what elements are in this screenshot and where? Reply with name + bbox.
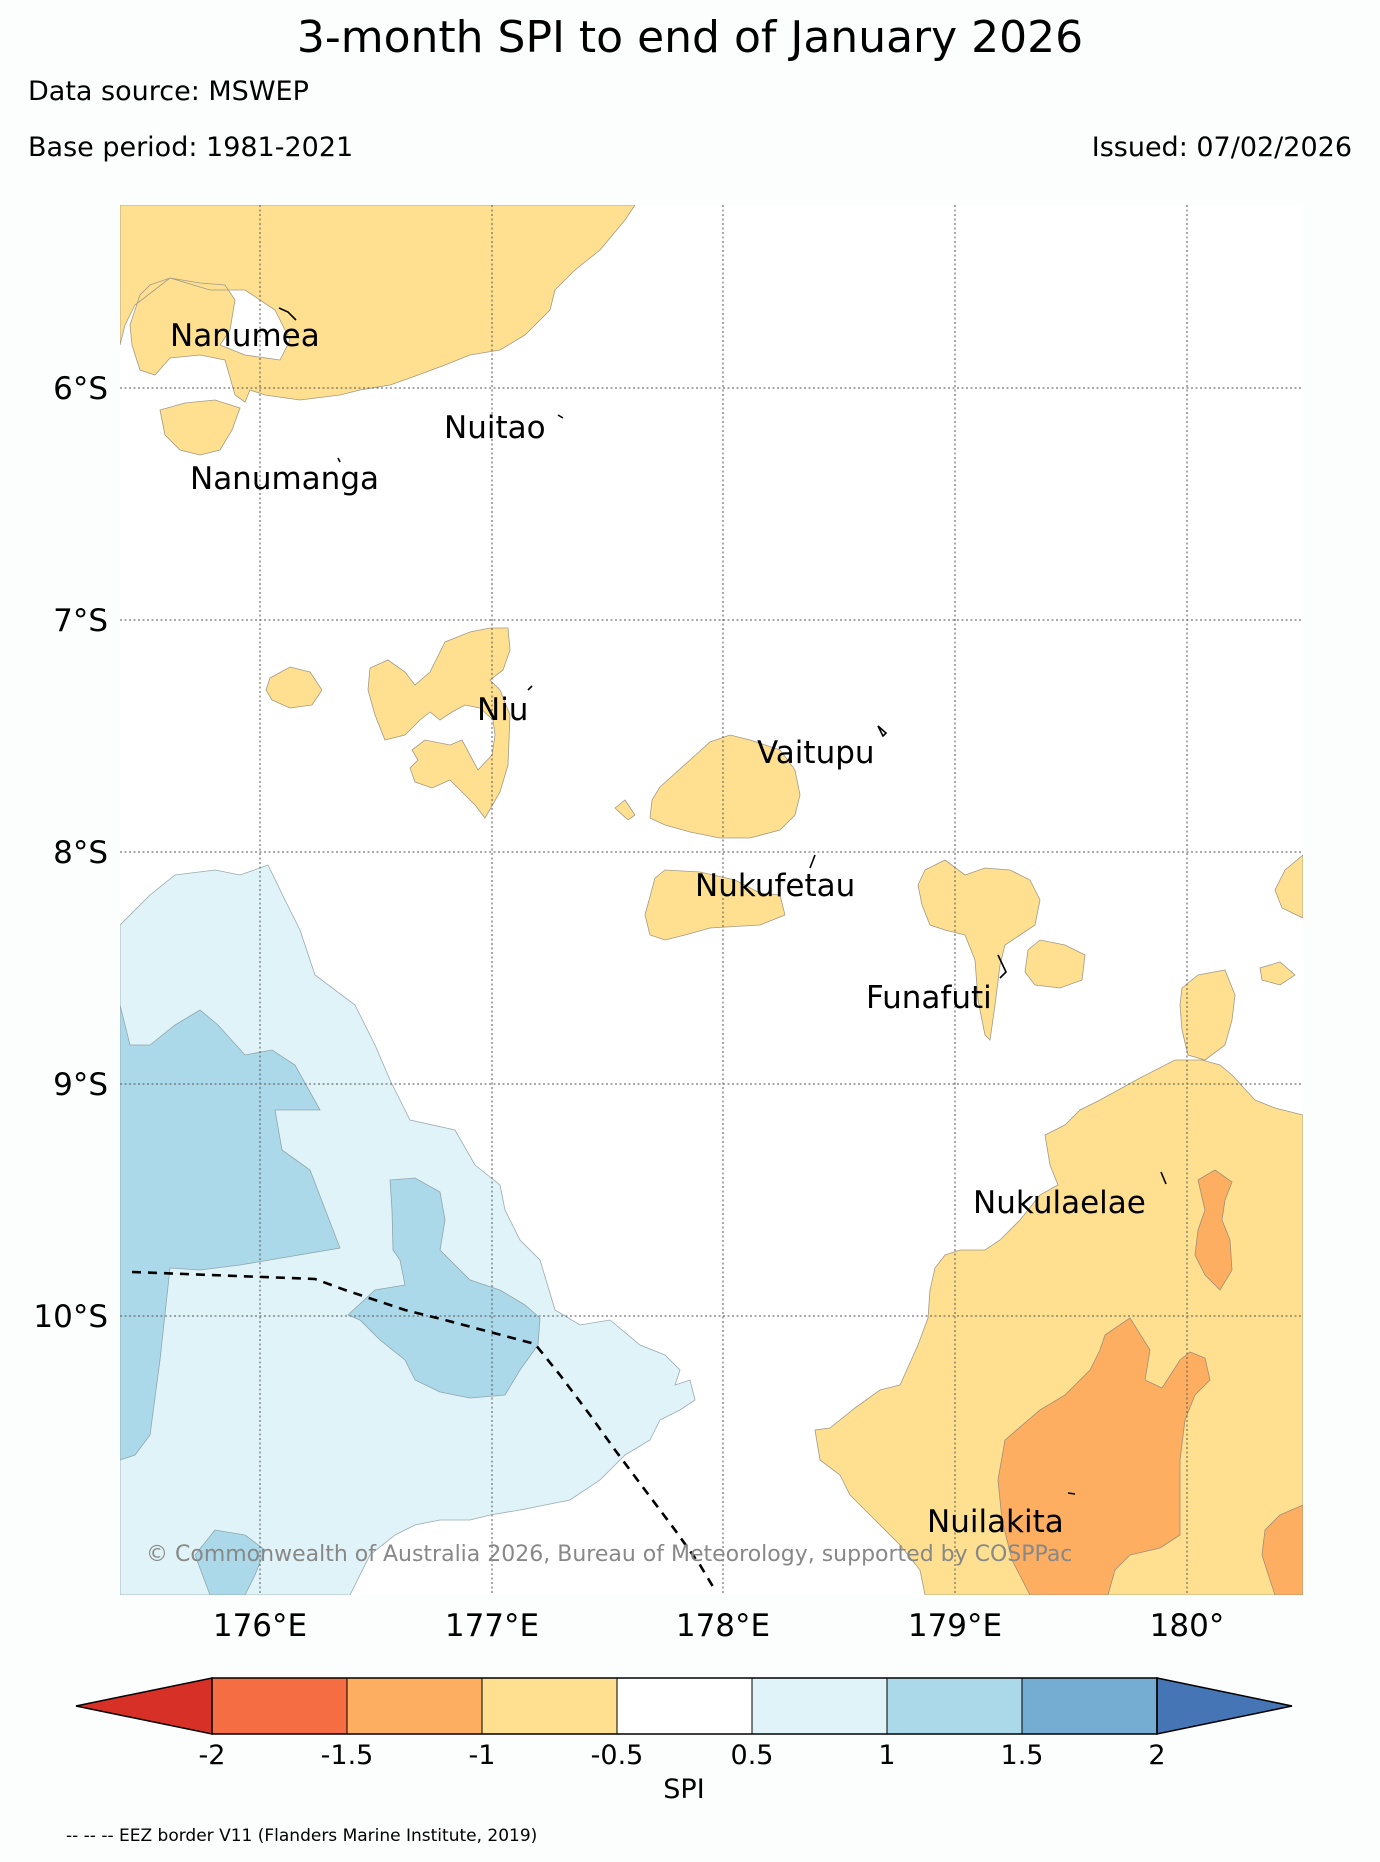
contour-dry-niu (367, 627, 511, 819)
colorbar-extend-low (75, 1677, 213, 1735)
island-nanumanga-mark (337, 457, 341, 463)
contour-wet-medium-central (347, 1177, 541, 1399)
island-vaitupu-mark (877, 725, 888, 738)
lon-label-180: 180° (1150, 1608, 1225, 1644)
colorbar-bin-3 (481, 1677, 618, 1735)
lat-label-8s: 8°S (53, 835, 108, 871)
colorbar-bin-1 (211, 1677, 348, 1735)
contour-dry-south-east (814, 1059, 1303, 1595)
contour-wet-medium-south (194, 1529, 266, 1595)
contour-dry-nanumanga (159, 399, 241, 456)
lat-label-7s: 7°S (53, 603, 108, 639)
contour-dry-east-blob (1179, 969, 1236, 1061)
colorbar (75, 1677, 1293, 1735)
eez-footnote: -- -- -- EEZ border V11 (Flanders Marine… (66, 1826, 538, 1846)
copyright-notice: © Commonwealth of Australia 2026, Bureau… (146, 1542, 1072, 1567)
island-nukufetau-mark (809, 854, 816, 869)
colorbar-extend-high (1156, 1677, 1293, 1735)
place-label-nuilakita: Nuilakita (927, 1504, 1064, 1540)
colorbar-ticks: -2 -1.5 -1 -0.5 0.5 1 1.5 2 (199, 1740, 1166, 1771)
contour-wet-medium-west (120, 1004, 341, 1461)
place-label-nuitao: Nuitao (444, 410, 546, 446)
colorbar-tick: -1 (469, 1740, 496, 1771)
place-label-nukufetau: Nukufetau (695, 868, 855, 904)
issued-date-label: Issued: 07/02/2026 (1091, 132, 1352, 163)
contour-dry-small-east (1259, 961, 1296, 986)
colorbar-bin-2 (346, 1677, 483, 1735)
base-period-label: Base period: 1981-2021 (28, 132, 354, 163)
colorbar-tick: 1 (878, 1740, 895, 1771)
colorbar-tick: -1.5 (321, 1740, 374, 1771)
colorbar-tick: -2 (199, 1740, 226, 1771)
latitude-labels: 6°S 7°S 8°S 9°S 10°S (33, 371, 108, 1335)
colorbar-tick: -0.5 (591, 1740, 644, 1771)
contour-dry-small-west (265, 666, 323, 709)
lat-label-6s: 6°S (53, 371, 108, 407)
lon-label-179: 179°E (908, 1608, 1002, 1644)
colorbar-tick: 2 (1148, 1740, 1165, 1771)
island-nuitao-mark (557, 414, 564, 419)
contour-moderate-dry-south (997, 1317, 1211, 1595)
colorbar-bin-4 (616, 1677, 753, 1735)
place-label-nanumea: Nanumea (170, 318, 320, 354)
island-niu-mark (527, 685, 533, 691)
spi-contours (120, 205, 1303, 1595)
contour-dry-north (120, 205, 636, 403)
colorbar-tick: 0.5 (731, 1740, 774, 1771)
lon-label-177: 177°E (445, 1608, 539, 1644)
contour-dry-nukufetau (644, 869, 786, 941)
contour-dry-vaitupu (614, 799, 636, 821)
colorbar-bin-6 (886, 1677, 1023, 1735)
place-label-niu: Niu (477, 692, 528, 728)
contour-moderate-dry-east (1194, 1169, 1233, 1291)
island-nuilakita-mark (1067, 1492, 1076, 1495)
longitude-labels: 176°E 177°E 178°E 179°E 180° (213, 1608, 1224, 1644)
place-label-vaitupu: Vaitupu (757, 735, 875, 771)
colorbar-label: SPI (663, 1774, 704, 1805)
contour-dry-funafuti-east (1024, 939, 1086, 989)
eez-border (131, 1270, 717, 1591)
data-source-label: Data source: MSWEP (28, 76, 309, 107)
map-title: 3-month SPI to end of January 2026 (296, 12, 1084, 63)
island-funafuti-mark (997, 954, 1007, 979)
lat-label-10s: 10°S (33, 1299, 108, 1335)
island-nukulaelae-mark (1160, 1171, 1167, 1185)
place-labels: Nanumea Nuitao Nanumanga Niu Vaitupu Nuk… (170, 318, 1146, 1540)
colorbar-bin-7 (1021, 1677, 1158, 1735)
island-marks (278, 307, 1167, 1495)
place-label-nukulaelae: Nukulaelae (973, 1185, 1146, 1221)
graticule (120, 205, 1303, 1595)
lon-label-176: 176°E (213, 1608, 307, 1644)
colorbar-tick: 1.5 (1001, 1740, 1044, 1771)
place-label-funafuti: Funafuti (866, 980, 992, 1016)
lon-label-178: 178°E (676, 1608, 770, 1644)
contour-dry-funafuti (917, 859, 1041, 1041)
island-nanumea-mark (278, 307, 297, 321)
colorbar-bin-5 (751, 1677, 888, 1735)
contour-moderate-dry-corner (1261, 1504, 1303, 1595)
lat-label-9s: 9°S (53, 1067, 108, 1103)
place-label-nanumanga: Nanumanga (190, 461, 379, 497)
contour-dry-east-top (1274, 854, 1303, 919)
